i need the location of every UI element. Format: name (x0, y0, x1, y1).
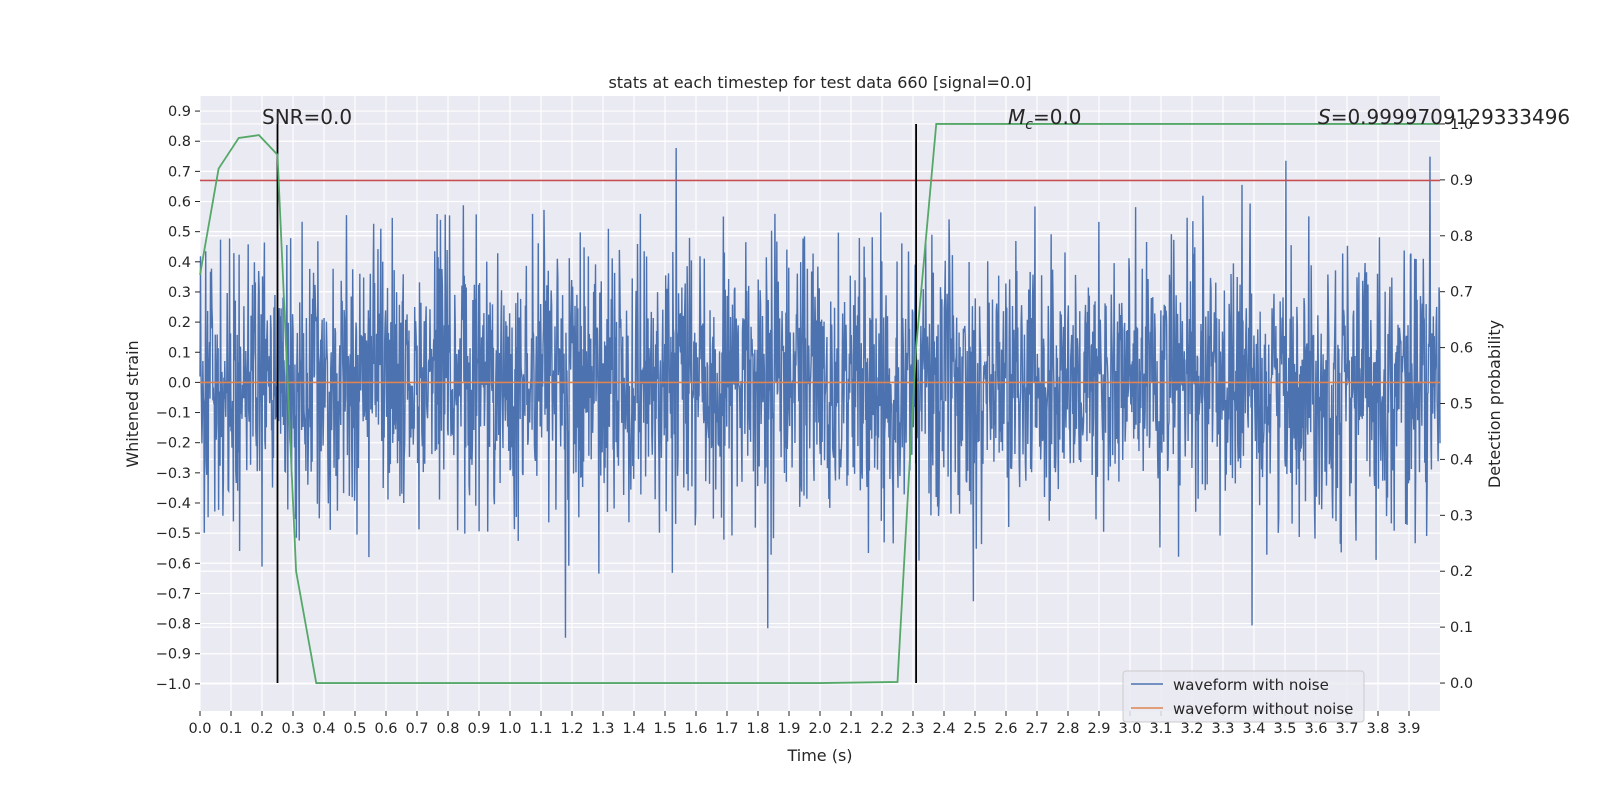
x-tick-label: 2.5 (963, 721, 986, 737)
y-tick-label: 0.0 (168, 375, 191, 391)
x-tick-label: 3.2 (1180, 721, 1203, 737)
y-tick-label: −0.6 (156, 556, 191, 572)
y2-tick-label: 0.6 (1450, 341, 1473, 357)
x-tick-label: 3.6 (1304, 721, 1327, 737)
y2-tick-label: 0.7 (1450, 285, 1473, 301)
y-tick-label: −0.3 (156, 466, 191, 482)
x-tick-label: 1.0 (498, 721, 521, 737)
s-annotation: S=0.9999709129333496 (1318, 105, 1570, 129)
x-tick-label: 2.0 (808, 721, 831, 737)
y-tick-label: −0.5 (156, 526, 191, 542)
y-tick-label: 0.6 (168, 195, 191, 211)
x-tick-label: 1.2 (560, 721, 583, 737)
x-tick-label: 2.7 (1025, 721, 1048, 737)
y-tick-label: 0.9 (168, 104, 191, 120)
x-tick-label: 2.1 (839, 721, 862, 737)
axes: 0.0 0.1 0.2 0.3 0.4 0.5 0.6 0.7 0.8 0.9 1.0 1.1 1.2 1… (156, 104, 1473, 737)
x-tick-label: 3.4 (1242, 721, 1265, 737)
y2-tick-label: 0.4 (1450, 452, 1473, 468)
x-tick-label: 1.8 (746, 721, 769, 737)
x-tick-label: 0.3 (281, 721, 304, 737)
mc-annotation: Mc=0.0 (1008, 105, 1082, 133)
series-waveform-with-noise (199, 147, 1441, 638)
x-tick-label: 1.4 (622, 721, 645, 737)
x-tick-label: 2.3 (901, 721, 924, 737)
x-tick-label: 2.8 (1056, 721, 1079, 737)
y-tick-label: −1.0 (156, 677, 191, 693)
legend: waveform with noise waveform without noi… (1122, 670, 1365, 723)
x-tick-label: 0.5 (343, 721, 366, 737)
x-tick-label: 3.8 (1366, 721, 1389, 737)
x-tick-label: 1.7 (715, 721, 738, 737)
noise-trace (199, 147, 1441, 638)
x-tick-label: 0.7 (405, 721, 428, 737)
y-tick-label: 0.2 (168, 315, 191, 331)
y-tick-label: 0.3 (168, 285, 191, 301)
x-tick-label: 2.6 (994, 721, 1017, 737)
y-tick-label: −0.7 (156, 586, 191, 602)
y-tick-label: −0.2 (156, 436, 191, 452)
x-tick-label: 1.6 (684, 721, 707, 737)
legend-box (1122, 670, 1365, 723)
x-tick-label: 3.7 (1335, 721, 1358, 737)
y-tick-label: 0.1 (168, 345, 191, 361)
x-tick-label: 3.5 (1273, 721, 1296, 737)
x-tick-label: 1.1 (529, 721, 552, 737)
x-tick-label: 0.9 (467, 721, 490, 737)
y2-tick-label: 0.2 (1450, 564, 1473, 580)
x-tick-label: 1.3 (591, 721, 614, 737)
x-tick-label: 0.6 (374, 721, 397, 737)
x-tick-label: 3.0 (1118, 721, 1141, 737)
x-tick-label: 2.9 (1087, 721, 1110, 737)
legend-label-noise: waveform with noise (1173, 676, 1329, 694)
overlays (199, 123, 1440, 684)
x-tick-label: 0.0 (188, 721, 211, 737)
y-tick-label: −0.8 (156, 617, 191, 633)
x-tick-label: 3.3 (1211, 721, 1234, 737)
y2-tick-label: 0.5 (1450, 397, 1473, 413)
x-tick-label: 2.4 (932, 721, 955, 737)
series-detection-probability (199, 123, 1440, 684)
x-axis-label: Time (s) (786, 746, 852, 765)
legend-label-clean: waveform without noise (1173, 700, 1353, 718)
x-tick-label: 2.2 (870, 721, 893, 737)
y2-tick-label: 0.1 (1450, 620, 1473, 636)
x-tick-label: 3.1 (1149, 721, 1172, 737)
y2-tick-label: 0.3 (1450, 508, 1473, 524)
y-tick-label: 0.5 (168, 225, 191, 241)
y-tick-label: 0.4 (168, 255, 191, 271)
chart-title: stats at each timestep for test data 660… (608, 73, 1031, 92)
x-tick-label: 0.4 (312, 721, 335, 737)
y2-tick-label: 0.9 (1450, 173, 1473, 189)
x-tick-label: 0.2 (250, 721, 273, 737)
y2-tick-label: 0.0 (1450, 676, 1473, 692)
y-tick-label: −0.1 (156, 406, 191, 422)
y-tick-label: −0.9 (156, 647, 191, 663)
y-tick-label: 0.8 (168, 134, 191, 150)
y2-tick-label: 0.8 (1450, 229, 1473, 245)
x-tick-label: 1.9 (777, 721, 800, 737)
y2-tick-label: 1.0 (1450, 117, 1473, 133)
x-tick-label: 3.9 (1397, 721, 1420, 737)
y-tick-label: −0.4 (156, 496, 191, 512)
x-tick-label: 1.5 (653, 721, 676, 737)
x-tick-label: 0.1 (219, 721, 242, 737)
x-tick-label: 0.8 (436, 721, 459, 737)
y-axis-label: Whitened strain (123, 340, 142, 467)
y2-axis-label: Detection probability (1485, 320, 1504, 488)
snr-annotation: SNR=0.0 (262, 105, 352, 129)
y-tick-label: 0.7 (168, 164, 191, 180)
